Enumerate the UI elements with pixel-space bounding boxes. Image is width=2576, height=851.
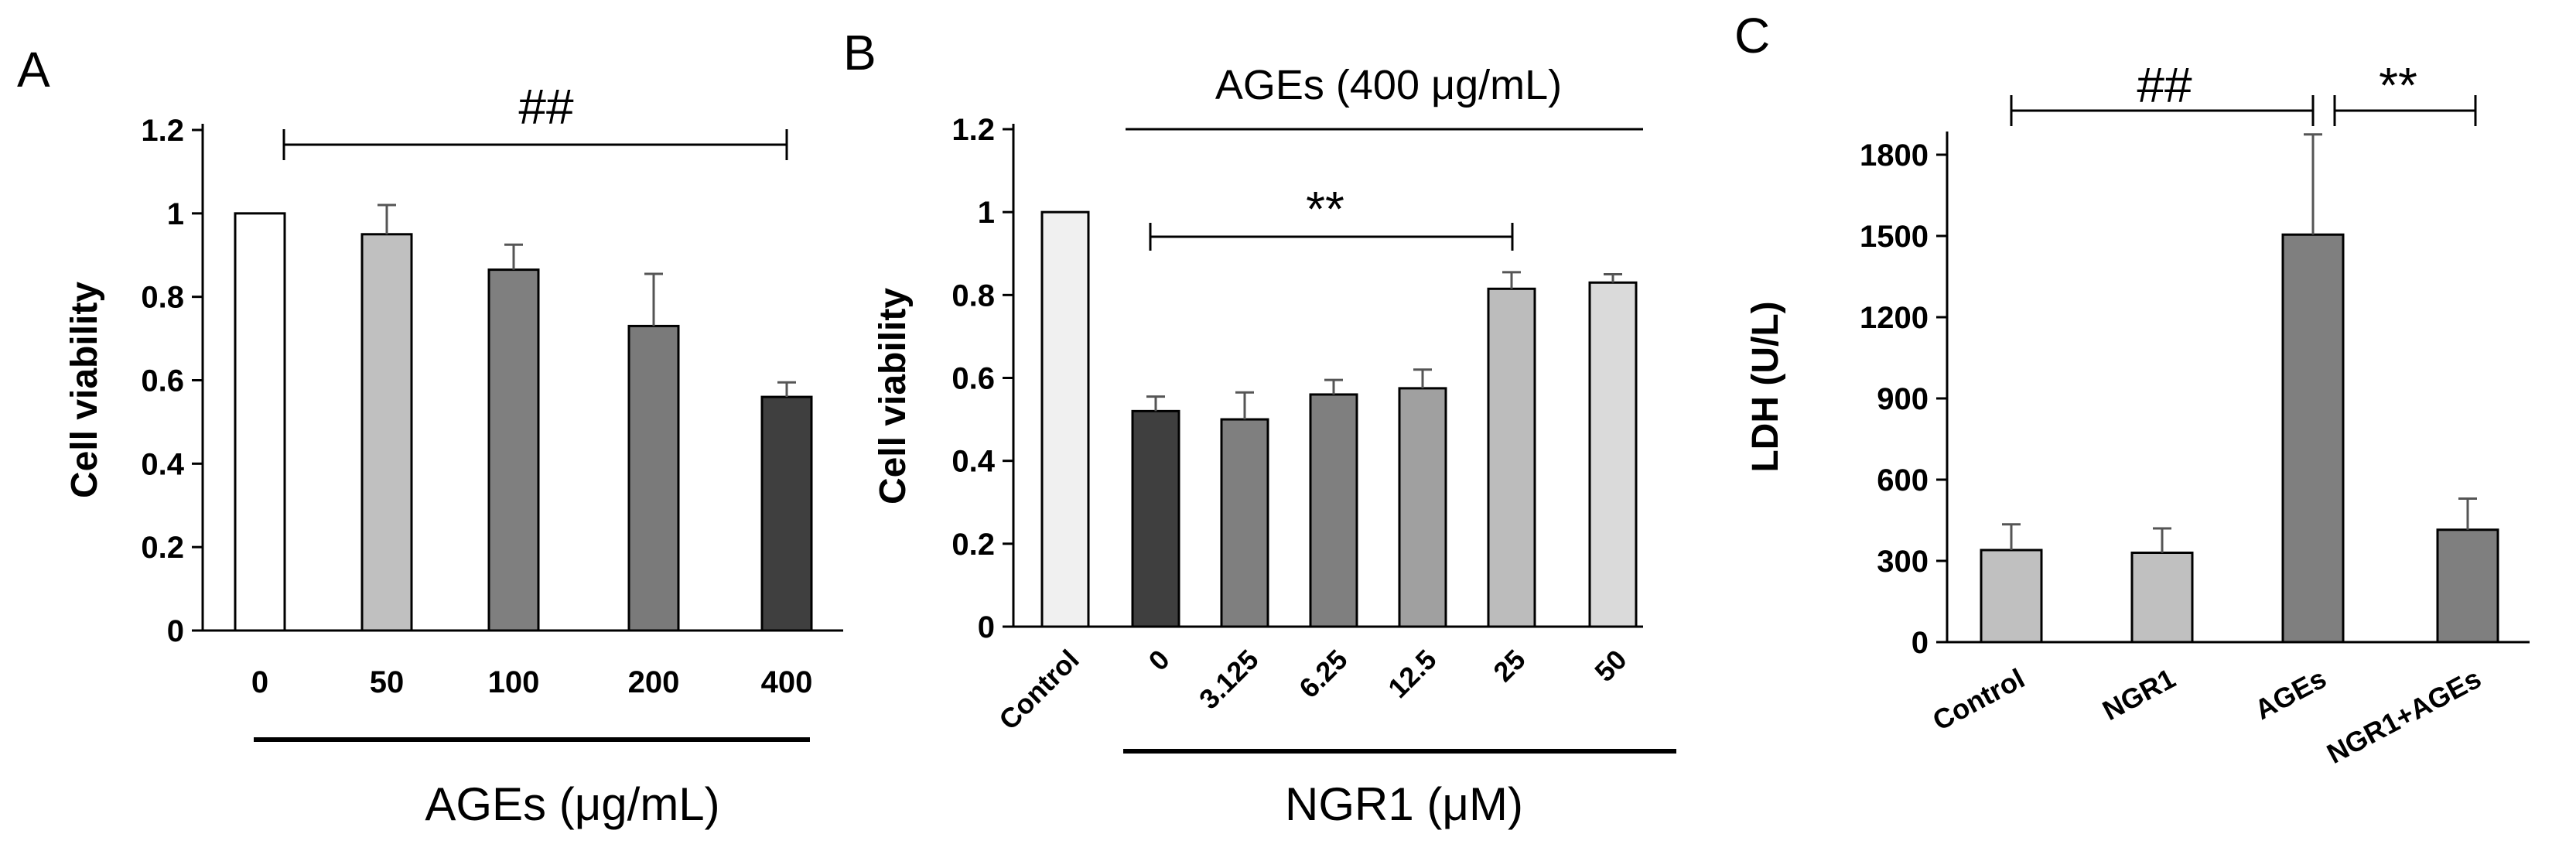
bar xyxy=(360,233,413,632)
y-tick-label: 0.2 xyxy=(951,528,995,562)
category-label: 12.5 xyxy=(1382,644,1443,705)
y-tick-label: 1500 xyxy=(1860,220,1929,254)
bar xyxy=(1040,210,1090,628)
panel-a-bars xyxy=(234,212,813,632)
category-label: NGR1+AGEs xyxy=(2321,662,2486,770)
bar xyxy=(1131,409,1180,628)
panel-b-letter: B xyxy=(843,25,876,80)
y-tick-label: 0.6 xyxy=(951,362,995,396)
bar xyxy=(627,324,680,632)
panel-c-significance-mark-1: ## xyxy=(2137,57,2192,113)
panel-b-top-label: AGEs (400 μg/mL) xyxy=(1215,62,1562,108)
category-label: Control xyxy=(1928,662,2030,737)
category-label: Control xyxy=(992,644,1085,736)
category-label: 50 xyxy=(1588,644,1632,688)
bar xyxy=(2281,233,2345,644)
panel-b-significance-mark: ** xyxy=(1306,181,1344,237)
bar xyxy=(1588,281,1638,628)
y-tick-label: 0 xyxy=(1912,626,1929,660)
panel-a-category-labels: 0 50 100 200 400 xyxy=(251,665,813,699)
bar xyxy=(1398,387,1447,628)
category-label: 6.25 xyxy=(1293,644,1354,705)
panel-b-error-bars xyxy=(1146,271,1622,420)
y-tick-label: 0.4 xyxy=(141,447,184,481)
panel-a-x-axis-title: AGEs (μg/mL) xyxy=(425,778,719,830)
panel-b-y-ticks: 0 0.2 0.4 0.6 0.8 1 1.2 xyxy=(951,113,1013,644)
bar xyxy=(2436,528,2499,644)
category-label: NGR1 xyxy=(2097,662,2181,726)
bar xyxy=(487,268,540,632)
category-label: 0 xyxy=(251,665,268,699)
bar xyxy=(1980,549,2043,644)
panel-a-y-ticks: 0 0.2 0.4 0.6 0.8 1 1.2 xyxy=(141,114,203,648)
panel-b-bars xyxy=(1040,210,1638,628)
y-tick-label: 900 xyxy=(1877,382,1929,416)
panel-c-error-bars xyxy=(2002,133,2477,553)
y-tick-label: 1.2 xyxy=(951,113,995,147)
category-label: 50 xyxy=(370,665,405,699)
y-tick-label: 1200 xyxy=(1860,301,1929,335)
panel-b-y-axis-label: Cell viability xyxy=(873,288,914,504)
category-label: 3.125 xyxy=(1193,644,1265,716)
panel-c-y-ticks: 0 300 600 900 1200 1500 1800 xyxy=(1860,138,1947,660)
panel-a-letter: A xyxy=(17,42,50,97)
y-tick-label: 0 xyxy=(978,610,995,644)
bar xyxy=(760,395,813,632)
y-tick-label: 0.4 xyxy=(951,445,995,479)
bar xyxy=(1487,287,1536,628)
bar xyxy=(1220,418,1269,628)
category-label: 100 xyxy=(488,665,540,699)
y-tick-label: 0.8 xyxy=(951,279,995,313)
panel-a-significance-mark: ## xyxy=(518,79,574,135)
panel-c-y-axis-label: LDH (U/L) xyxy=(1745,301,1786,472)
bar xyxy=(234,212,286,632)
panel-c-significance-mark-2: ** xyxy=(2379,57,2417,113)
y-tick-label: 600 xyxy=(1877,463,1929,497)
y-tick-label: 1 xyxy=(167,197,184,231)
y-tick-label: 300 xyxy=(1877,545,1929,579)
panel-c-bars xyxy=(1980,233,2499,644)
panel-b: B Cell viability 0 0.2 0.4 0.6 0.8 1 1.2 Contr… xyxy=(843,25,1676,830)
panel-b-x-axis-title: NGR1 (μM) xyxy=(1285,778,1523,830)
y-tick-label: 0.6 xyxy=(141,364,184,398)
category-label: 25 xyxy=(1487,644,1531,688)
y-tick-label: 1 xyxy=(978,196,995,230)
category-label: 200 xyxy=(628,665,680,699)
bar xyxy=(2130,552,2194,644)
y-tick-label: 1800 xyxy=(1860,138,1929,173)
bar xyxy=(1309,393,1358,628)
y-tick-label: 0 xyxy=(167,614,184,648)
panel-b-category-labels: Control 0 3.125 6.25 12.5 25 50 xyxy=(992,644,1632,736)
panel-a: A Cell viability 0 0.2 0.4 0.6 0.8 1 1.2 0 50 10… xyxy=(17,42,843,830)
panel-c: C LDH (U/L) 0 300 600 900 1200 1500 1800 Contr… xyxy=(1734,8,2530,770)
category-label: 400 xyxy=(761,665,813,699)
category-label: 0 xyxy=(1143,644,1176,677)
panel-a-y-axis-label: Cell viability xyxy=(64,282,105,498)
panel-a-error-bars xyxy=(378,203,796,398)
y-tick-label: 1.2 xyxy=(141,114,184,148)
category-label: AGEs xyxy=(2250,662,2332,726)
panel-c-letter: C xyxy=(1734,8,1770,63)
y-tick-label: 0.8 xyxy=(141,281,184,315)
y-tick-label: 0.2 xyxy=(141,531,184,565)
